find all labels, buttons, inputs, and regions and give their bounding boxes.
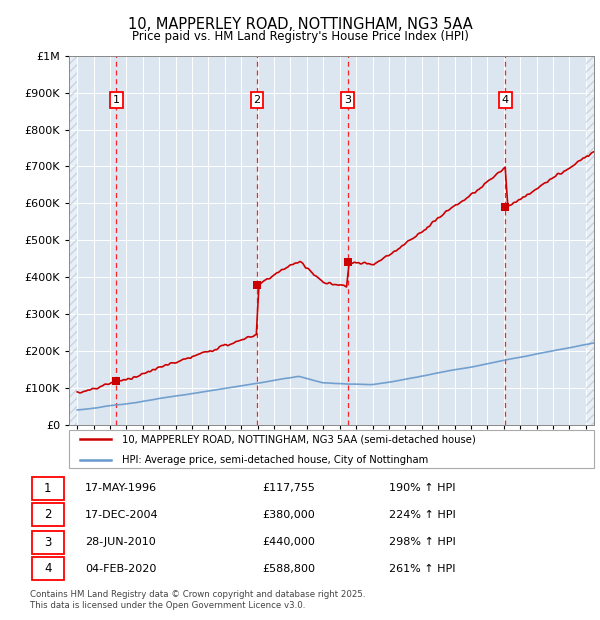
Text: 17-MAY-1996: 17-MAY-1996 (85, 484, 157, 494)
Text: 298% ↑ HPI: 298% ↑ HPI (389, 538, 455, 547)
Text: 10, MAPPERLEY ROAD, NOTTINGHAM, NG3 5AA (semi-detached house): 10, MAPPERLEY ROAD, NOTTINGHAM, NG3 5AA … (121, 434, 475, 445)
Text: 3: 3 (344, 95, 351, 105)
Text: Price paid vs. HM Land Registry's House Price Index (HPI): Price paid vs. HM Land Registry's House … (131, 30, 469, 43)
FancyBboxPatch shape (32, 503, 64, 526)
Text: £588,800: £588,800 (262, 564, 315, 574)
Text: 1: 1 (44, 482, 52, 495)
Text: 2: 2 (44, 508, 52, 521)
FancyBboxPatch shape (32, 557, 64, 580)
Text: 224% ↑ HPI: 224% ↑ HPI (389, 510, 455, 520)
Text: £440,000: £440,000 (262, 538, 315, 547)
FancyBboxPatch shape (69, 430, 594, 468)
FancyBboxPatch shape (32, 477, 64, 500)
FancyBboxPatch shape (32, 531, 64, 554)
Text: 28-JUN-2010: 28-JUN-2010 (85, 538, 156, 547)
Text: 3: 3 (44, 536, 52, 549)
Text: 2: 2 (253, 95, 260, 105)
Text: 4: 4 (44, 562, 52, 575)
Text: 17-DEC-2004: 17-DEC-2004 (85, 510, 159, 520)
Text: Contains HM Land Registry data © Crown copyright and database right 2025.
This d: Contains HM Land Registry data © Crown c… (30, 590, 365, 609)
Text: £117,755: £117,755 (262, 484, 315, 494)
Text: 190% ↑ HPI: 190% ↑ HPI (389, 484, 455, 494)
Text: 10, MAPPERLEY ROAD, NOTTINGHAM, NG3 5AA: 10, MAPPERLEY ROAD, NOTTINGHAM, NG3 5AA (128, 17, 472, 32)
Text: HPI: Average price, semi-detached house, City of Nottingham: HPI: Average price, semi-detached house,… (121, 454, 428, 464)
Text: £380,000: £380,000 (262, 510, 314, 520)
Text: 261% ↑ HPI: 261% ↑ HPI (389, 564, 455, 574)
Text: 4: 4 (502, 95, 509, 105)
Text: 1: 1 (113, 95, 120, 105)
Text: 04-FEB-2020: 04-FEB-2020 (85, 564, 157, 574)
